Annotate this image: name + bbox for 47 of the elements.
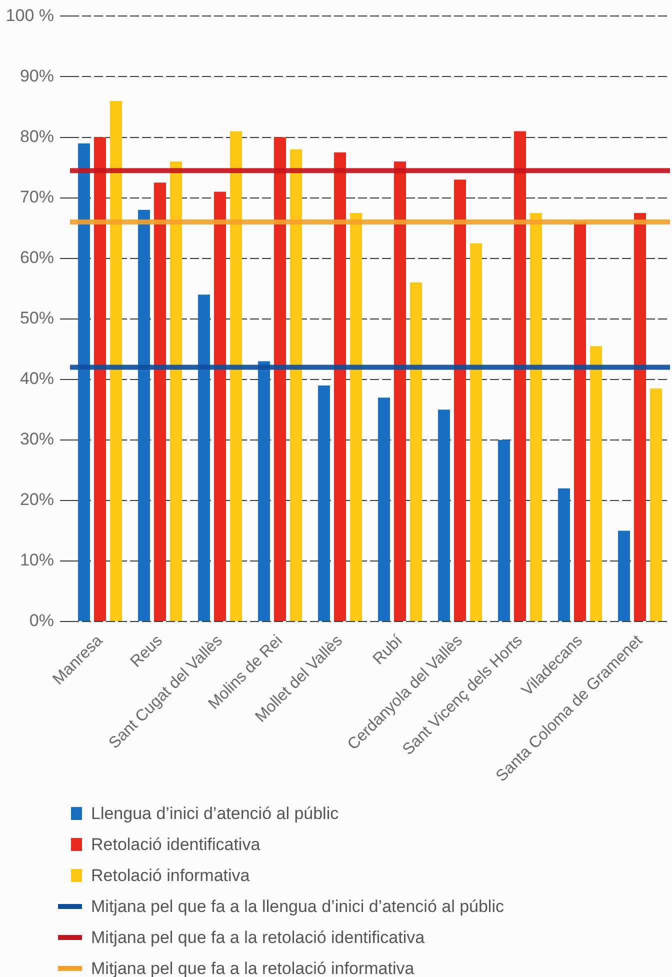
bar (454, 180, 466, 622)
y-tick-label: 60% (20, 248, 54, 268)
bar (558, 488, 570, 622)
bar (154, 182, 166, 622)
bar (318, 385, 330, 622)
y-tick-label: 20% (20, 490, 54, 510)
bar (378, 398, 390, 622)
y-tick-label: 80% (20, 126, 54, 146)
bar (170, 161, 182, 622)
bar (498, 440, 510, 622)
bar (290, 149, 302, 622)
legend-label: Mitjana pel que fa a la llengua d’inici d’atenció al públic (91, 896, 504, 916)
bar (138, 210, 150, 622)
y-tick-label: 0% (29, 611, 54, 630)
y-tick-label: 50% (20, 308, 54, 328)
bar (618, 530, 630, 622)
legend-label: Llengua d’inici d’atenció al públic (91, 804, 339, 824)
bar (214, 192, 226, 622)
bar (78, 143, 90, 622)
bar (198, 294, 210, 622)
bar (394, 161, 406, 622)
legend-label: Mitjana pel que fa a la retolació identificativa (91, 928, 425, 948)
y-tick-label: 40% (20, 369, 54, 388)
bar (514, 131, 526, 622)
legend-label: Mitjana pel que fa a la retolació informativa (91, 958, 414, 977)
bar (274, 137, 286, 622)
bar (410, 282, 422, 622)
bar (258, 361, 270, 622)
bar (590, 346, 602, 622)
y-tick-label: 70% (20, 187, 54, 206)
bar (94, 137, 106, 622)
y-tick-label: 100 % (6, 6, 54, 25)
bar (634, 212, 646, 622)
bar (110, 100, 122, 622)
legend-label: Retolació identificativa (91, 834, 260, 854)
legend-label: Retolació informativa (91, 866, 250, 886)
bar (470, 243, 482, 622)
bar (574, 222, 586, 622)
bar (438, 410, 450, 622)
bar (350, 212, 362, 622)
y-tick-label: 90% (20, 66, 54, 86)
bar (334, 152, 346, 622)
y-tick-label: 10% (20, 550, 54, 570)
bar (650, 388, 662, 622)
bar (230, 131, 242, 622)
y-tick-label: 30% (20, 430, 54, 449)
bar (530, 212, 542, 622)
